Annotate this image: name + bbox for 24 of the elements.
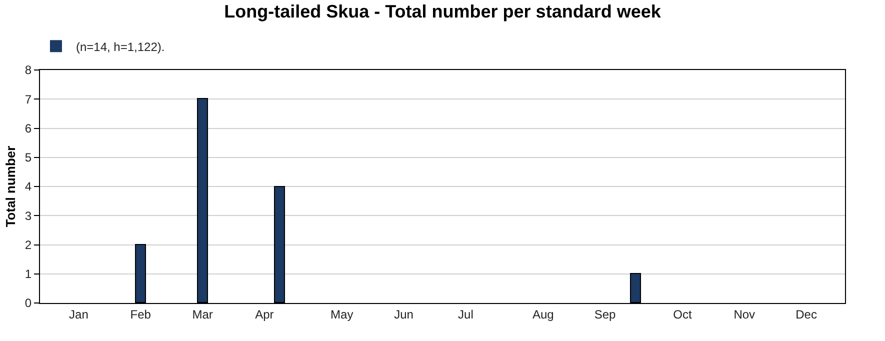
x-tick-label: Apr <box>255 307 274 322</box>
x-tick-label: Jan <box>69 307 88 322</box>
y-tick-label: 2 <box>24 238 32 252</box>
y-tick-label: 8 <box>24 63 32 78</box>
y-tick-label: 6 <box>24 121 32 136</box>
legend-label: (n=14, h=1,122). <box>76 40 165 54</box>
x-tick-label: Dec <box>796 307 817 322</box>
y-tick-label: 1 <box>24 267 32 282</box>
x-tick-label: Aug <box>532 307 554 322</box>
x-tick-label: Jul <box>458 307 474 322</box>
x-tick-label: Oct <box>673 307 692 322</box>
x-tick-label: Nov <box>734 307 756 322</box>
y-axis-title: Total number <box>2 146 18 228</box>
y-tick-label: 0 <box>24 296 32 310</box>
y-tick-label: 7 <box>24 92 32 106</box>
y-tick-label: 5 <box>24 150 32 165</box>
x-tick-label: Jun <box>394 307 414 322</box>
x-tick-label: May <box>330 307 354 322</box>
x-tick-label: Mar <box>192 307 213 322</box>
x-tick-label: Sep <box>594 307 616 322</box>
chart-title: Long-tailed Skua - Total number per standard week <box>224 2 662 22</box>
y-tick-label: 4 <box>24 180 32 194</box>
y-tick-label: 3 <box>24 208 32 223</box>
x-tick-label: Feb <box>130 307 152 322</box>
